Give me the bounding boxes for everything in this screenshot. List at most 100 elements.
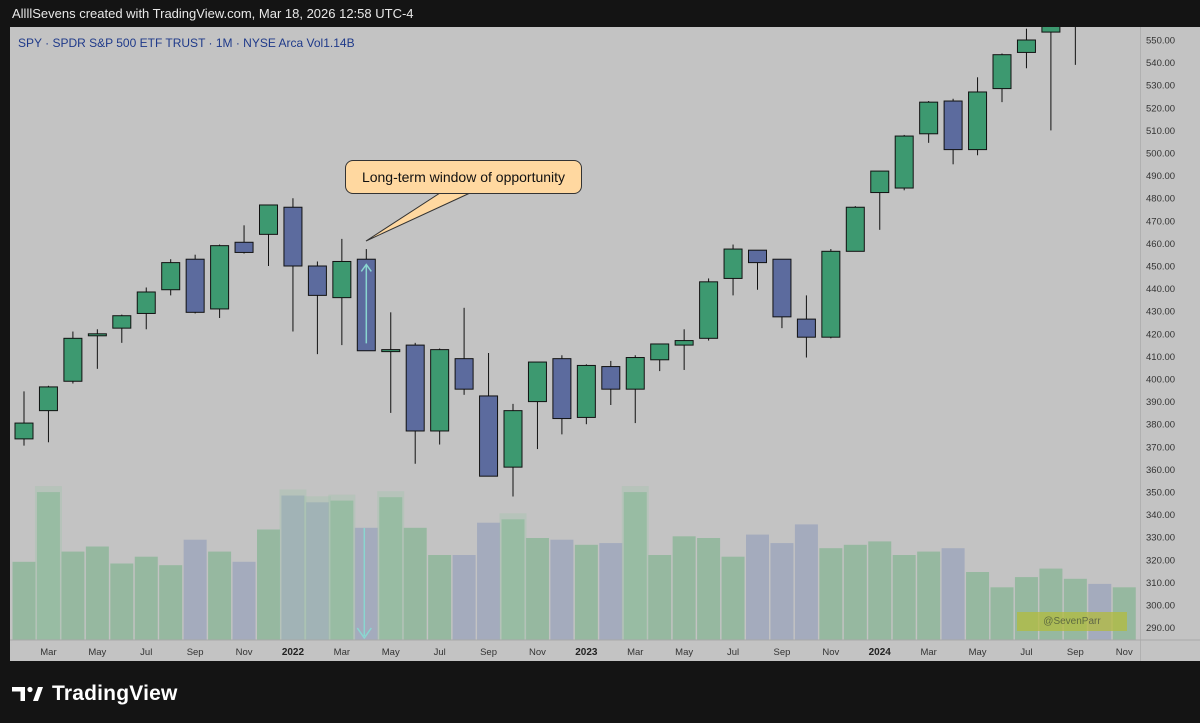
candle-body: [968, 91, 988, 151]
volume-bar: [770, 543, 794, 640]
time-tick-label: May: [675, 647, 693, 658]
candle-body: [185, 258, 205, 313]
candle-body: [772, 258, 792, 318]
candle-body: [381, 349, 401, 353]
time-tick-label: Sep: [187, 647, 204, 658]
attribution-text: AllllSevens created with TradingView.com…: [12, 6, 414, 21]
volume-bar: [721, 556, 745, 640]
volume-highlight: [499, 513, 527, 640]
volume-bar: [892, 555, 916, 640]
volume-bar: [36, 492, 60, 640]
volume-bar: [428, 555, 452, 640]
candle-body: [674, 340, 694, 346]
price-tick-label: 330.00: [1146, 533, 1175, 544]
brand-name: TradingView: [52, 682, 178, 705]
candle-body: [14, 422, 34, 440]
candle-body: [430, 349, 450, 432]
time-tick-label: Jul: [140, 647, 152, 658]
time-tick-label: 2022: [282, 647, 305, 658]
volume-bar: [183, 539, 207, 640]
time-tick-label: Sep: [1067, 647, 1084, 658]
candle-body: [259, 204, 278, 235]
candle-body: [479, 395, 499, 477]
candle-body: [601, 366, 621, 390]
price-tick-label: 530.00: [1146, 81, 1175, 92]
volume-bar: [672, 536, 696, 640]
volume-highlight: [303, 496, 331, 640]
candle-body: [1066, 0, 1084, 11]
price-tick-label: 440.00: [1146, 284, 1175, 295]
price-tick-label: 360.00: [1146, 465, 1175, 476]
annotation-callout[interactable]: Long-term window of opportunity: [345, 160, 582, 194]
volume-highlight: [279, 489, 307, 640]
candle-body: [992, 54, 1012, 90]
candle-body: [283, 206, 303, 267]
time-tick-label: Nov: [236, 647, 253, 658]
volume-bar: [403, 527, 427, 640]
candle-body: [845, 206, 865, 252]
volume-bar: [208, 551, 232, 640]
candle-body: [234, 241, 254, 253]
volume-highlight-layer: [34, 486, 649, 640]
candle-body: [748, 249, 767, 264]
candle-body: [894, 135, 914, 189]
callout-pointer: [365, 192, 471, 242]
volume-bar: [990, 587, 1014, 640]
candle-body: [112, 315, 132, 329]
price-tick-label: 290.00: [1146, 623, 1175, 634]
volume-layer: [12, 492, 1136, 640]
price-tick-label: 310.00: [1146, 578, 1175, 589]
candle-body: [552, 358, 572, 420]
time-tick-label: Nov: [1116, 647, 1133, 658]
attribution-bar: AllllSevens created with TradingView.com…: [0, 0, 1200, 27]
volume-bar: [354, 527, 378, 640]
axis-layer: 550.00 540.00 530.00 520.00 510.00 500.00 490.…: [10, 36, 1200, 658]
time-tick-label: Jul: [1020, 647, 1032, 658]
price-tick-label: 540.00: [1146, 58, 1175, 69]
candle-body: [870, 170, 890, 194]
volume-bar: [868, 541, 892, 640]
volume-bar: [525, 538, 549, 640]
candle-body: [1041, 27, 1061, 33]
volume-bar: [794, 524, 818, 640]
volume-bar: [257, 529, 280, 640]
volume-bar: [330, 500, 354, 640]
time-tick-label: May: [88, 647, 106, 658]
price-tick-label: 510.00: [1146, 126, 1175, 137]
symbol-legend[interactable]: SPY · SPDR S&P 500 ETF TRUST · 1M · NYSE…: [18, 36, 355, 50]
tradingview-logo-icon: [12, 686, 43, 701]
volume-bar: [85, 546, 109, 640]
candle-body: [136, 291, 156, 314]
volume-bar: [61, 551, 85, 640]
candle-body: [332, 260, 352, 299]
price-tick-label: 550.00: [1146, 36, 1175, 47]
time-tick-label: Mar: [40, 647, 56, 658]
volume-bar: [574, 544, 598, 640]
time-tick-label: Sep: [480, 647, 497, 658]
candle-body: [161, 262, 181, 291]
time-tick-label: Sep: [773, 647, 790, 658]
volume-bar: [550, 539, 574, 640]
volume-bar: [623, 492, 647, 640]
time-tick-label: Mar: [920, 647, 936, 658]
up-arrow-head: [360, 263, 372, 272]
time-tick-label: Nov: [529, 647, 546, 658]
volume-bar: [12, 561, 36, 640]
watermark-label: @SevenParr: [1017, 612, 1127, 631]
candle-body: [1016, 39, 1036, 53]
candle-body: [527, 361, 547, 403]
candle-body: [503, 410, 523, 468]
volume-bar: [452, 555, 476, 640]
time-tick-label: Jul: [434, 647, 446, 658]
volume-bar: [966, 572, 990, 640]
price-axis[interactable]: [1140, 27, 1200, 661]
price-tick-label: 350.00: [1146, 488, 1175, 499]
candle-body: [919, 101, 939, 135]
tradingview-brand[interactable]: TradingView: [12, 682, 178, 706]
price-tick-label: 390.00: [1146, 397, 1175, 408]
volume-bar: [917, 551, 941, 640]
price-tick-label: 430.00: [1146, 307, 1175, 318]
price-tick-label: 420.00: [1146, 329, 1175, 340]
down-arrow-head: [356, 627, 372, 640]
